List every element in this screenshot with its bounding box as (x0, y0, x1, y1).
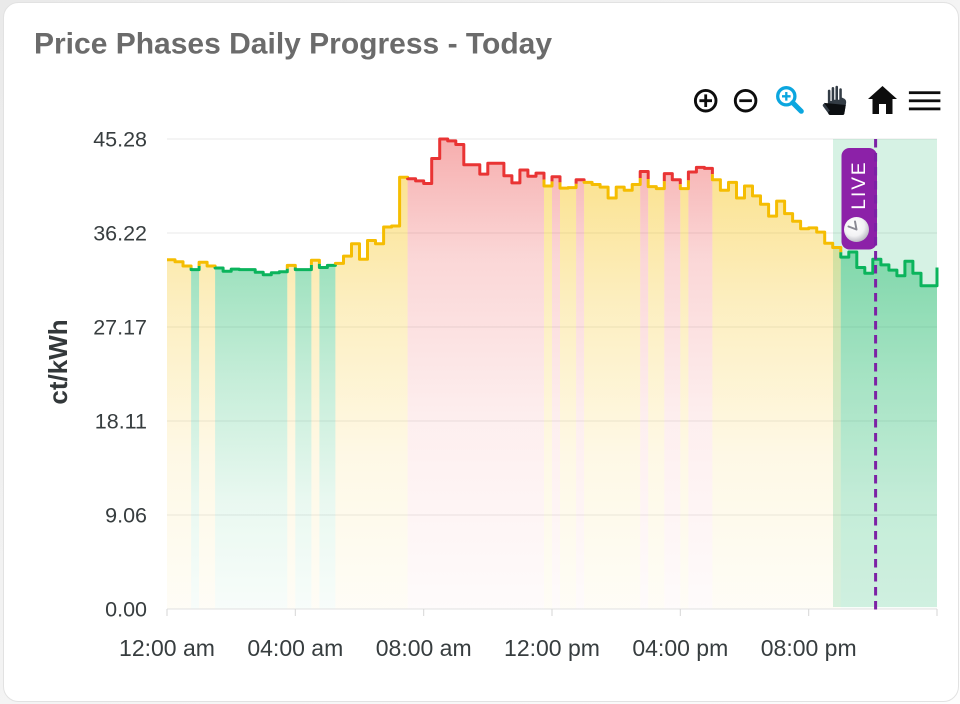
svg-text:08:00 pm: 08:00 pm (761, 635, 857, 661)
svg-text:27.17: 27.17 (93, 316, 147, 340)
svg-text:08:00 am: 08:00 am (376, 635, 472, 661)
svg-text:LIVE: LIVE (849, 160, 870, 209)
svg-text:Price Phases Daily Progress -: Price Phases Daily Progress - Today (34, 28, 552, 61)
svg-text:18.11: 18.11 (95, 410, 147, 434)
svg-text:12:00 am: 12:00 am (119, 635, 215, 661)
svg-text:0.00: 0.00 (105, 598, 147, 622)
svg-text:12:00 pm: 12:00 pm (504, 635, 600, 661)
svg-text:45.28: 45.28 (93, 128, 147, 152)
svg-text:04:00 pm: 04:00 pm (632, 635, 728, 661)
svg-text:ct/kWh: ct/kWh (43, 319, 73, 404)
svg-text:04:00 am: 04:00 am (247, 635, 343, 661)
svg-text:9.06: 9.06 (105, 504, 147, 528)
svg-text:36.22: 36.22 (93, 222, 147, 246)
